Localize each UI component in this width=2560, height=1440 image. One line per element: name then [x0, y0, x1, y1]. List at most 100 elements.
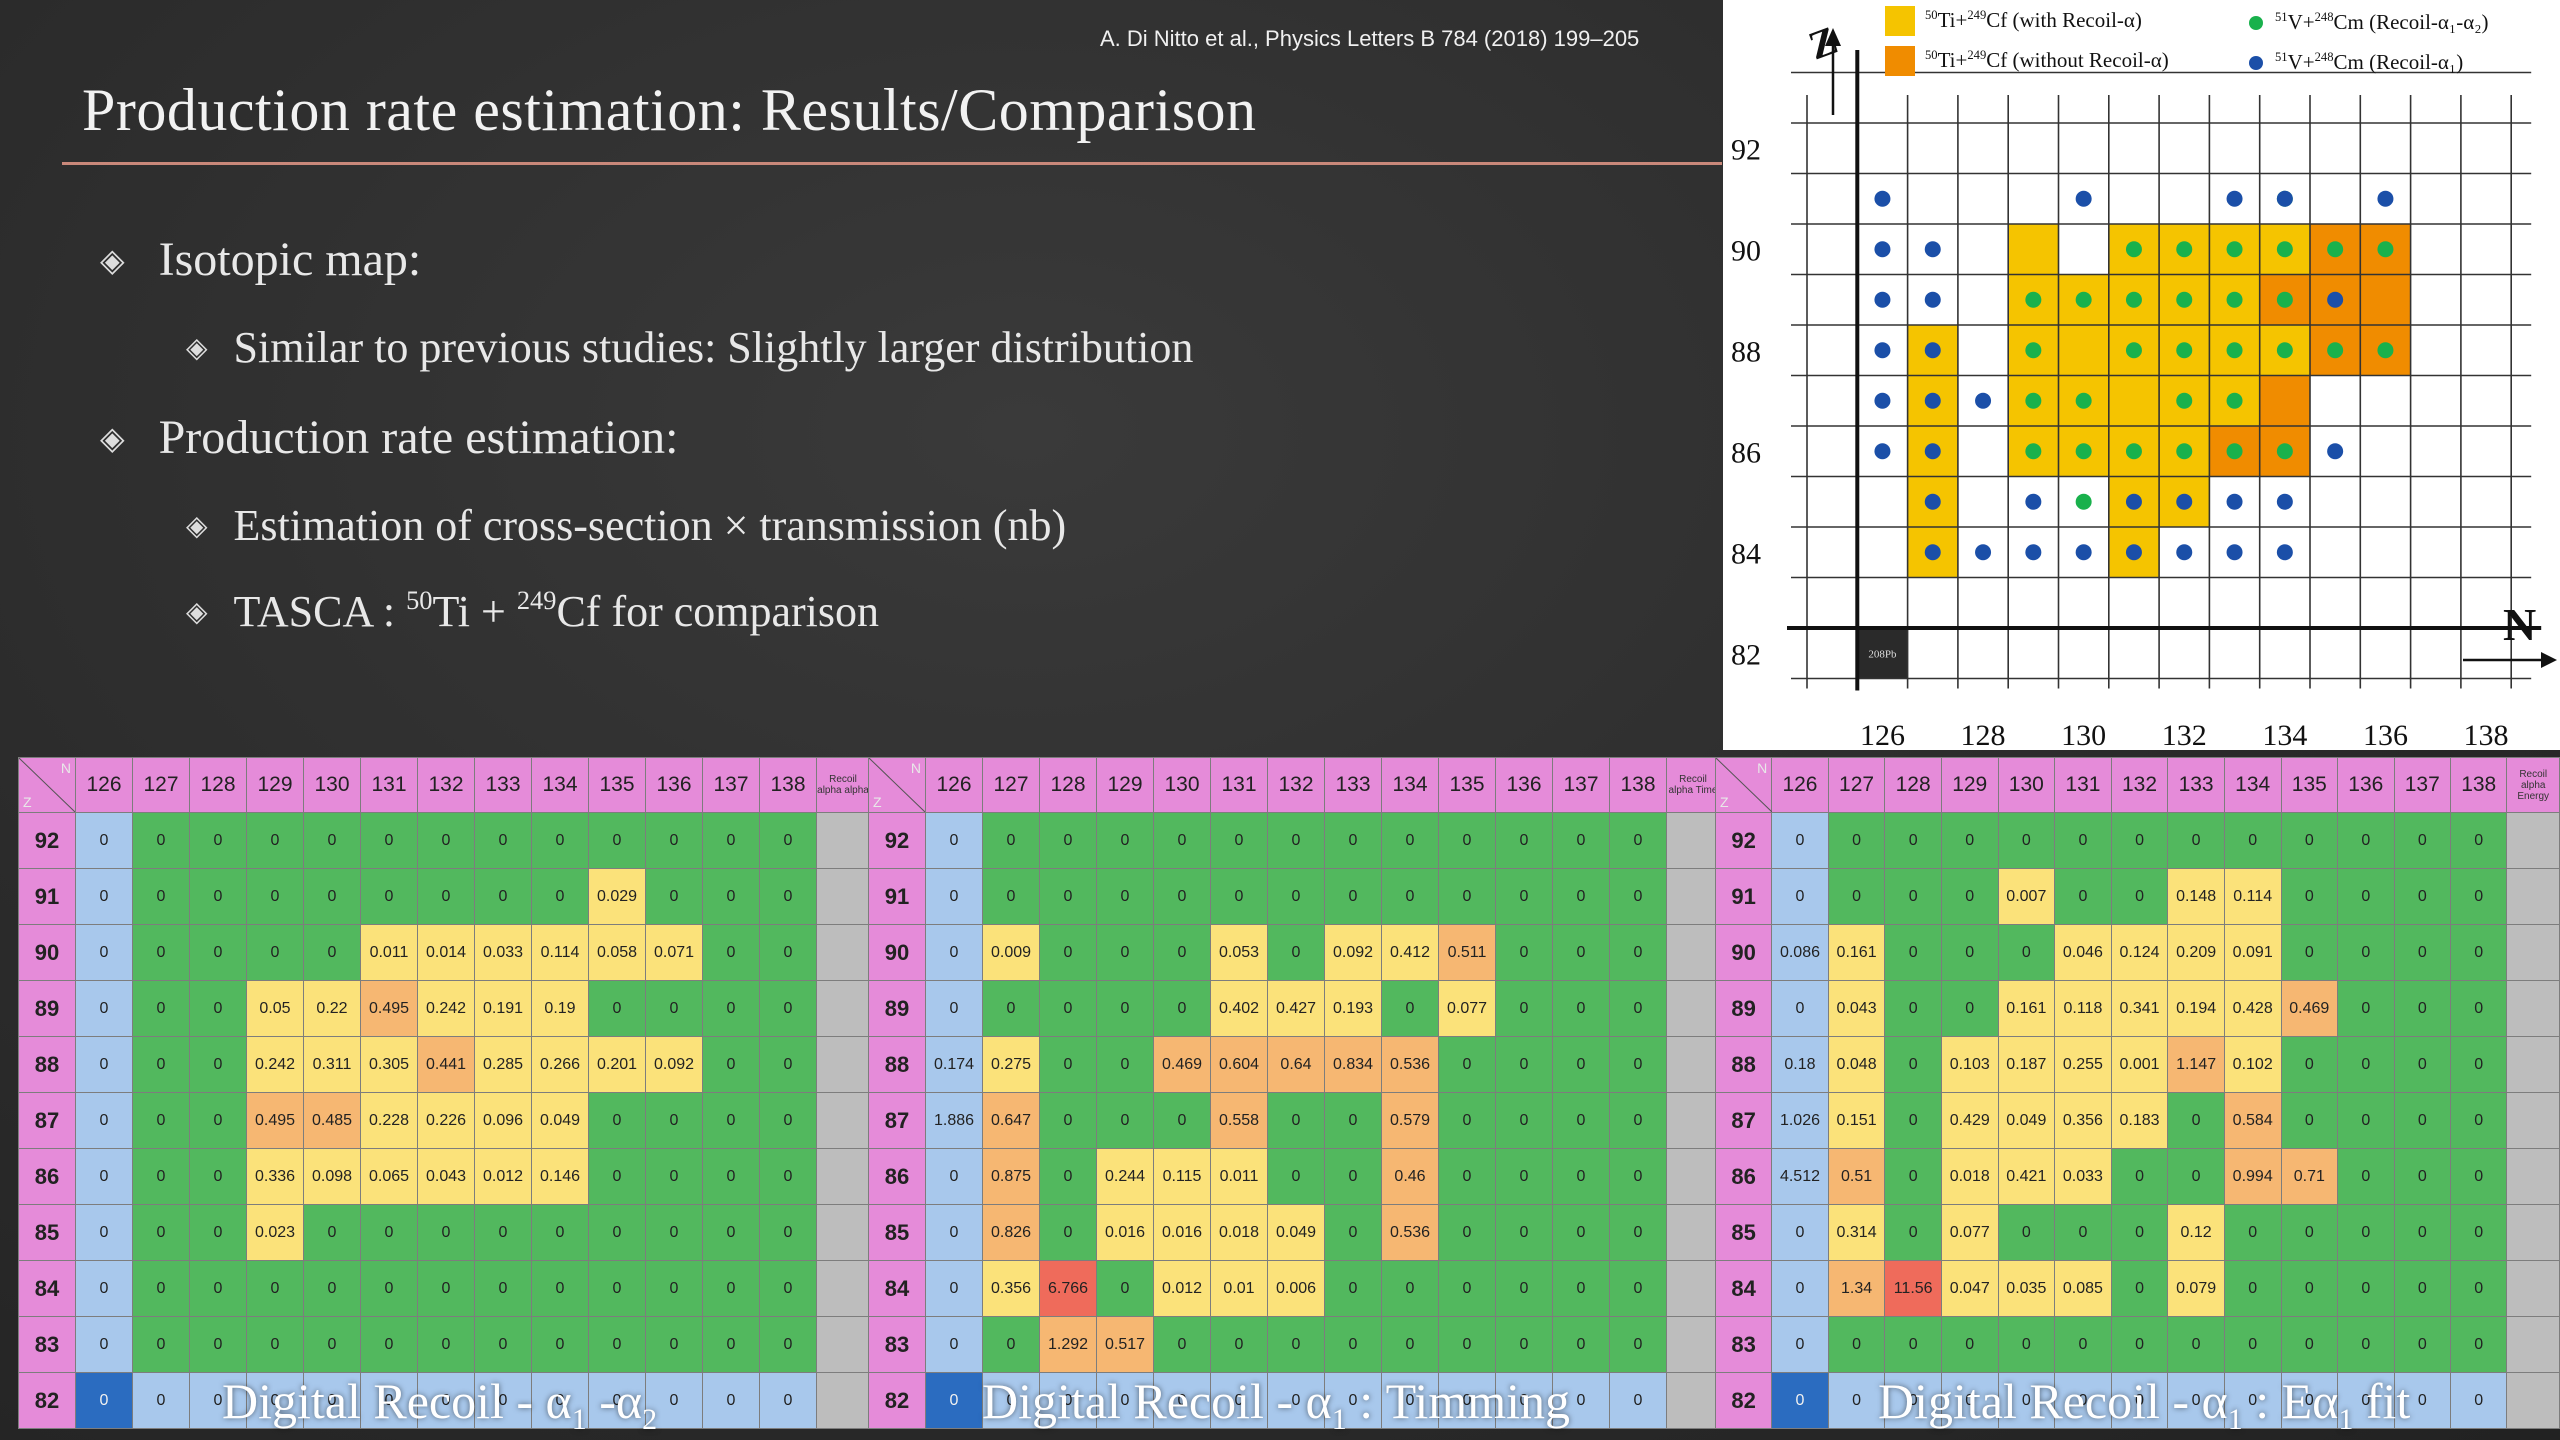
table-cell: 0.029	[588, 868, 646, 925]
table-cell: 0	[1552, 868, 1610, 925]
table-cell: 0.647	[982, 1092, 1040, 1149]
table-cell: 0	[75, 868, 133, 925]
blue-dot	[1924, 392, 1941, 409]
table-row: 83 0 0 0 0 0 0 0 0 0 0 0 0 0	[1714, 1316, 2560, 1373]
table-cell: 0	[1771, 1204, 1829, 1261]
table-cell: 0	[2223, 1260, 2282, 1317]
column-header: 137	[702, 757, 760, 813]
table-cell: 0	[2110, 1372, 2169, 1429]
bullet-text: Similar to previous studies: Slightly la…	[233, 323, 1194, 372]
table-cell: 0	[2223, 1316, 2282, 1373]
legend-swatch	[1885, 46, 1915, 76]
z-row-header: 83	[1714, 1316, 1773, 1373]
table-cell: 0	[982, 868, 1040, 925]
blue-dot	[1924, 443, 1941, 460]
table-cell: 0	[2167, 812, 2225, 869]
table-cell: 0	[702, 812, 760, 869]
table-cell: 0.115	[1153, 1148, 1211, 1205]
table-cell: 0	[132, 924, 190, 981]
bullet-production-rate: ◈ Production rate estimation:	[100, 410, 679, 465]
blue-dot	[2025, 493, 2042, 510]
z-row-header: 84	[1714, 1260, 1773, 1317]
blue-dot	[2327, 291, 2344, 308]
table-cell: 0	[702, 980, 760, 1037]
table-cell: 0	[702, 1148, 760, 1205]
table-cell: 0	[702, 1316, 760, 1373]
table-cell: 0	[925, 1372, 983, 1429]
table-cell: 0	[1438, 1372, 1496, 1429]
table-cell: 0	[759, 1372, 817, 1429]
table-cell: 0	[1609, 812, 1667, 869]
table-cell: 0	[1552, 1036, 1610, 1093]
table-cell: 0.092	[645, 1036, 703, 1093]
table-cell: 0	[360, 1260, 418, 1317]
z-row-header: 84	[868, 1260, 926, 1317]
table-cell: 0	[1096, 1260, 1154, 1317]
blue-dot	[1874, 392, 1891, 409]
table-cell: 0	[1884, 812, 1942, 869]
table-row: 92 0 0 0 0 0 0 0 0 0 0 0 0 0	[1714, 812, 2560, 869]
table-cell: 0.412	[1381, 924, 1439, 981]
green-dot	[2226, 392, 2243, 409]
z-row-header: 87	[1714, 1092, 1773, 1149]
table-row: 87 0 0 0 0.495 0.485 0.228 0.226 0.096 0.049 0 0 0 0	[18, 1092, 870, 1149]
table-cell: 1.026	[1771, 1092, 1829, 1149]
z-tick-label: 84	[1731, 537, 1761, 570]
blue-dot	[2226, 190, 2243, 207]
table-cell: 0	[1609, 1372, 1667, 1429]
table-cell: 0	[2223, 1204, 2282, 1261]
table-cell: 0	[1997, 924, 2056, 981]
table-cell: 0	[645, 1204, 703, 1261]
table-cell: 0	[1324, 868, 1382, 925]
green-dot	[2176, 241, 2193, 258]
table-row: 85 0 0 0 0.023 0 0 0 0 0 0 0 0 0	[18, 1204, 870, 1261]
table-cell: 0.193	[1324, 980, 1382, 1037]
table-cell: 0	[759, 812, 817, 869]
table-cell: 0	[132, 1372, 190, 1429]
table-cell: 0.187	[1997, 1036, 2056, 1093]
table-cell: 0.012	[1153, 1260, 1211, 1317]
table-cell: 0	[2449, 1148, 2508, 1205]
table-cell: 0	[1609, 980, 1667, 1037]
extra-column-cell	[1666, 868, 1720, 925]
z-row-header: 85	[1714, 1204, 1773, 1261]
table-cell: 0	[1324, 1372, 1382, 1429]
blue-dot	[2176, 544, 2193, 561]
column-header: 136	[645, 757, 703, 813]
table-cell: 0	[360, 812, 418, 869]
table-cell: 0	[75, 1092, 133, 1149]
table-row: 85 0 0.826 0 0.016 0.016 0.018 0.049 0 0.536 0 0 0 0	[868, 1204, 1720, 1261]
extra-column-cell	[1666, 924, 1720, 981]
legend-v-recoil-a1: 51V+248Cm (Recoil-α₁)	[2249, 50, 2463, 75]
green-dot	[2226, 443, 2243, 460]
table-cell: 0	[2054, 868, 2112, 925]
table-cell: 0	[982, 1316, 1040, 1373]
table-cell: 0	[132, 1316, 190, 1373]
table-cell: 0	[1495, 980, 1553, 1037]
table-cell: 0.174	[925, 1036, 983, 1093]
column-header: 134	[531, 757, 589, 813]
extra-column-cell	[816, 1260, 870, 1317]
column-header: 131	[2054, 757, 2112, 813]
table-cell: 0	[1940, 812, 1999, 869]
column-header: 130	[1997, 757, 2056, 813]
table-cell: 0	[2280, 868, 2339, 925]
table-cell: 0	[2393, 1092, 2452, 1149]
table-cell: 0	[474, 1260, 532, 1317]
extra-column-header: Recoil alpha alpha	[816, 757, 870, 813]
extra-column-cell	[2506, 812, 2560, 869]
extra-column-cell	[2506, 1260, 2560, 1317]
extra-column-cell	[816, 1092, 870, 1149]
z-row-header: 92	[1714, 812, 1773, 869]
column-header: 129	[1940, 757, 1999, 813]
column-header: 127	[982, 757, 1040, 813]
table-cell: 0.71	[2280, 1148, 2339, 1205]
green-dot	[2075, 291, 2092, 308]
table-cell: 0	[1997, 1204, 2056, 1261]
table-cell: 0	[1153, 980, 1211, 1037]
green-dot	[2377, 241, 2394, 258]
table-cell: 0	[1552, 812, 1610, 869]
table-cell: 0	[645, 1372, 703, 1429]
extra-column-cell	[2506, 1372, 2560, 1429]
column-header: 136	[2337, 757, 2395, 813]
